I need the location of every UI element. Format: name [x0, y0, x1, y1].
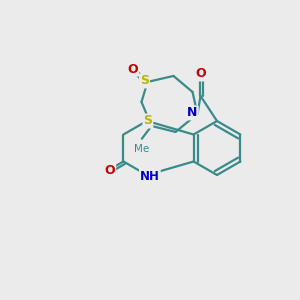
Text: O: O [128, 63, 138, 76]
Text: O: O [195, 68, 206, 80]
Text: O: O [105, 164, 115, 177]
Text: NH: NH [140, 169, 160, 182]
Text: S: S [140, 74, 149, 87]
Text: Me: Me [134, 144, 149, 154]
Text: S: S [143, 115, 152, 128]
Text: N: N [187, 106, 198, 119]
